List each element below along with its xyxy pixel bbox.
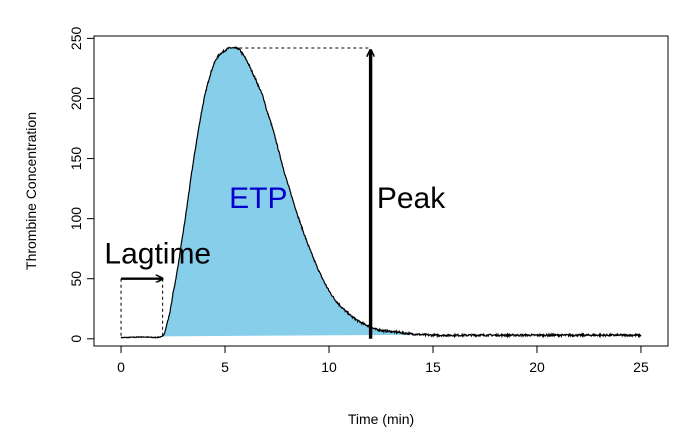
etp-label: ETP — [229, 182, 287, 215]
x-axis: 0 5 10 15 20 25 — [117, 346, 649, 375]
plot-layer — [120, 46, 642, 339]
x-tick-label: 5 — [221, 359, 229, 375]
annotation-layer: ETP Peak Lagtime — [104, 47, 446, 339]
y-tick-label: 250 — [68, 27, 84, 51]
peak-label: Peak — [377, 182, 446, 215]
x-tick-label: 15 — [425, 359, 441, 375]
x-tick-label: 25 — [633, 359, 649, 375]
y-axis: 0 50 100 150 200 250 — [68, 27, 94, 343]
x-tick-label: 20 — [529, 359, 545, 375]
x-tick-label: 10 — [321, 359, 337, 375]
x-tick-label: 0 — [117, 359, 125, 375]
y-tick-label: 0 — [68, 335, 84, 343]
y-axis-title: Thrombine Concentration — [23, 112, 39, 270]
etp-area — [162, 47, 423, 337]
y-tick-label: 150 — [68, 147, 84, 171]
y-tick-label: 50 — [68, 271, 84, 287]
lagtime-label: Lagtime — [104, 237, 211, 270]
y-tick-label: 200 — [68, 87, 84, 111]
x-axis-title: Time (min) — [348, 411, 414, 427]
thrombin-curve — [120, 46, 642, 339]
y-tick-label: 100 — [68, 207, 84, 231]
plot-frame — [93, 35, 669, 347]
